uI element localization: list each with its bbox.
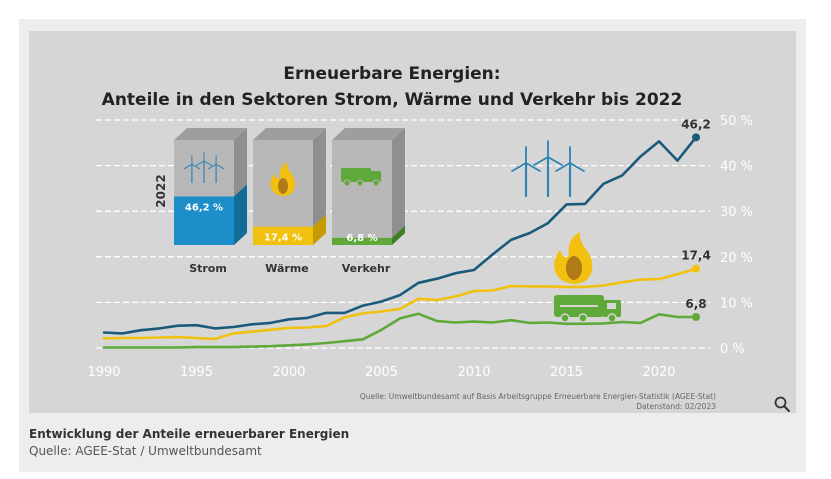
inset-box-fill xyxy=(253,226,313,245)
source-line-2: Datenstand: 02/2023 xyxy=(636,402,716,411)
inset-box-top xyxy=(174,128,247,140)
inset-box-0: 46,2 % Strom xyxy=(174,128,247,275)
inset-box-name: Strom xyxy=(189,262,227,275)
x-tick-label: 2000 xyxy=(272,365,305,380)
figure-caption-title: Entwicklung der Anteile erneuerbarer Ene… xyxy=(29,427,350,441)
x-tick-label: 1995 xyxy=(180,365,213,380)
series-end-point-2 xyxy=(692,312,700,321)
y-tick-label: 30 % xyxy=(720,205,753,220)
series-line-1 xyxy=(102,267,698,341)
series-end-label-0: 46,2 xyxy=(681,117,711,131)
chart-subtitle: Anteile in den Sektoren Strom, Wärme und… xyxy=(102,90,683,110)
figure-caption-source: Quelle: AGEE-Stat / Umweltbundesamt xyxy=(29,444,262,458)
inset-box-value: 6,8 % xyxy=(346,233,377,244)
series-line-2 xyxy=(102,312,698,349)
inset-box-top xyxy=(332,128,405,140)
inset-box-2: 6,8 % Verkehr xyxy=(332,128,405,275)
series-layer: 46,2 17,4 6,8 xyxy=(102,117,711,349)
series-icons-layer xyxy=(511,140,621,323)
wind-turbines-icon xyxy=(183,151,225,183)
wind-turbines-icon xyxy=(511,140,585,197)
inset-box-front xyxy=(332,140,392,245)
inset-box-fill xyxy=(332,237,392,245)
flame-icon xyxy=(554,232,593,284)
truck-icon xyxy=(341,168,381,187)
y-tick-label: 10 % xyxy=(720,296,753,311)
y-tick-label: 0 % xyxy=(720,342,745,357)
inset-box-fill-side xyxy=(234,184,247,245)
magnifier-icon[interactable] xyxy=(773,395,791,413)
axis-layer: 0 % 10 % 20 % 30 % 40 % 50 % 1990 1995 2000 2005 2… xyxy=(87,114,753,380)
x-tick-label: 2020 xyxy=(642,365,675,380)
inset-box-top xyxy=(253,128,326,140)
inset-boxes: 2022 46,2 % Strom 17,4 % Wärme 6,8 % Verkehr xyxy=(154,128,405,275)
inset-box-side xyxy=(313,128,326,245)
source-line-1: Quelle: Umweltbundesamt auf Basis Arbeit… xyxy=(360,392,716,401)
inset-box-name: Wärme xyxy=(265,262,309,275)
x-tick-label: 2015 xyxy=(550,365,583,380)
series-end-point-0 xyxy=(692,133,700,142)
inset-box-value: 17,4 % xyxy=(264,233,302,244)
truck-icon xyxy=(554,295,621,323)
inset-box-side xyxy=(392,128,405,245)
series-end-point-1 xyxy=(692,264,700,273)
inset-box-fill xyxy=(174,196,234,245)
inset-box-1: 17,4 % Wärme xyxy=(253,128,326,275)
y-tick-label: 50 % xyxy=(720,114,753,129)
inset-box-fill-side xyxy=(313,214,326,245)
x-tick-label: 2010 xyxy=(457,365,490,380)
y-tick-label: 40 % xyxy=(720,160,753,175)
x-tick-label: 1990 xyxy=(87,365,120,380)
series-end-label-1: 17,4 xyxy=(681,249,711,263)
x-tick-label: 2005 xyxy=(365,365,398,380)
inset-box-fill-side xyxy=(392,225,405,245)
chart-area xyxy=(29,31,796,413)
series-end-label-2: 6,8 xyxy=(685,297,706,311)
inset-box-value: 46,2 % xyxy=(185,202,223,213)
y-tick-label: 20 % xyxy=(720,251,753,266)
inset-year-label: 2022 xyxy=(154,174,168,207)
series-line-0 xyxy=(102,136,698,335)
flame-icon xyxy=(270,162,296,196)
inset-box-name: Verkehr xyxy=(342,262,391,275)
chart-title: Erneuerbare Energien: xyxy=(283,64,500,84)
